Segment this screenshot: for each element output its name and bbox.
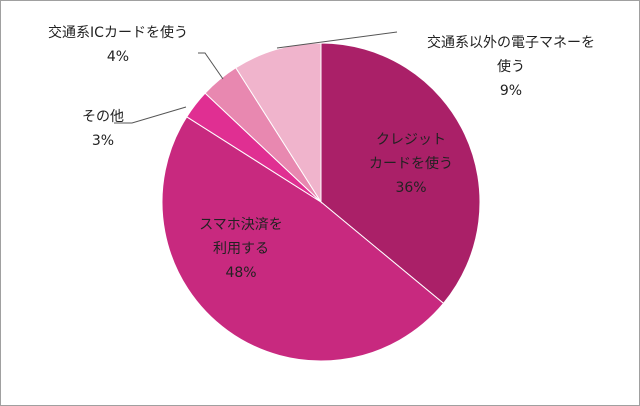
slice-credit-card <box>320 42 481 305</box>
label-other-e-money: 交通系以外の電子マネーを 使う 9% <box>427 35 595 99</box>
leader-line-transit-ic <box>198 52 224 80</box>
label-other: その他 3% <box>82 109 124 149</box>
slice-smartphone-payment <box>161 116 445 362</box>
leader-line-other <box>114 106 187 124</box>
label-credit-card: クレジット カードを使う 36% <box>369 132 453 196</box>
leader-line-other-e-money <box>276 31 398 49</box>
label-transit-ic-card: 交通系ICカードを使う 4% <box>48 25 188 65</box>
slice-other-e-money <box>235 42 322 204</box>
label-smartphone-payment: スマホ決済を 利用する 48% <box>199 217 283 281</box>
